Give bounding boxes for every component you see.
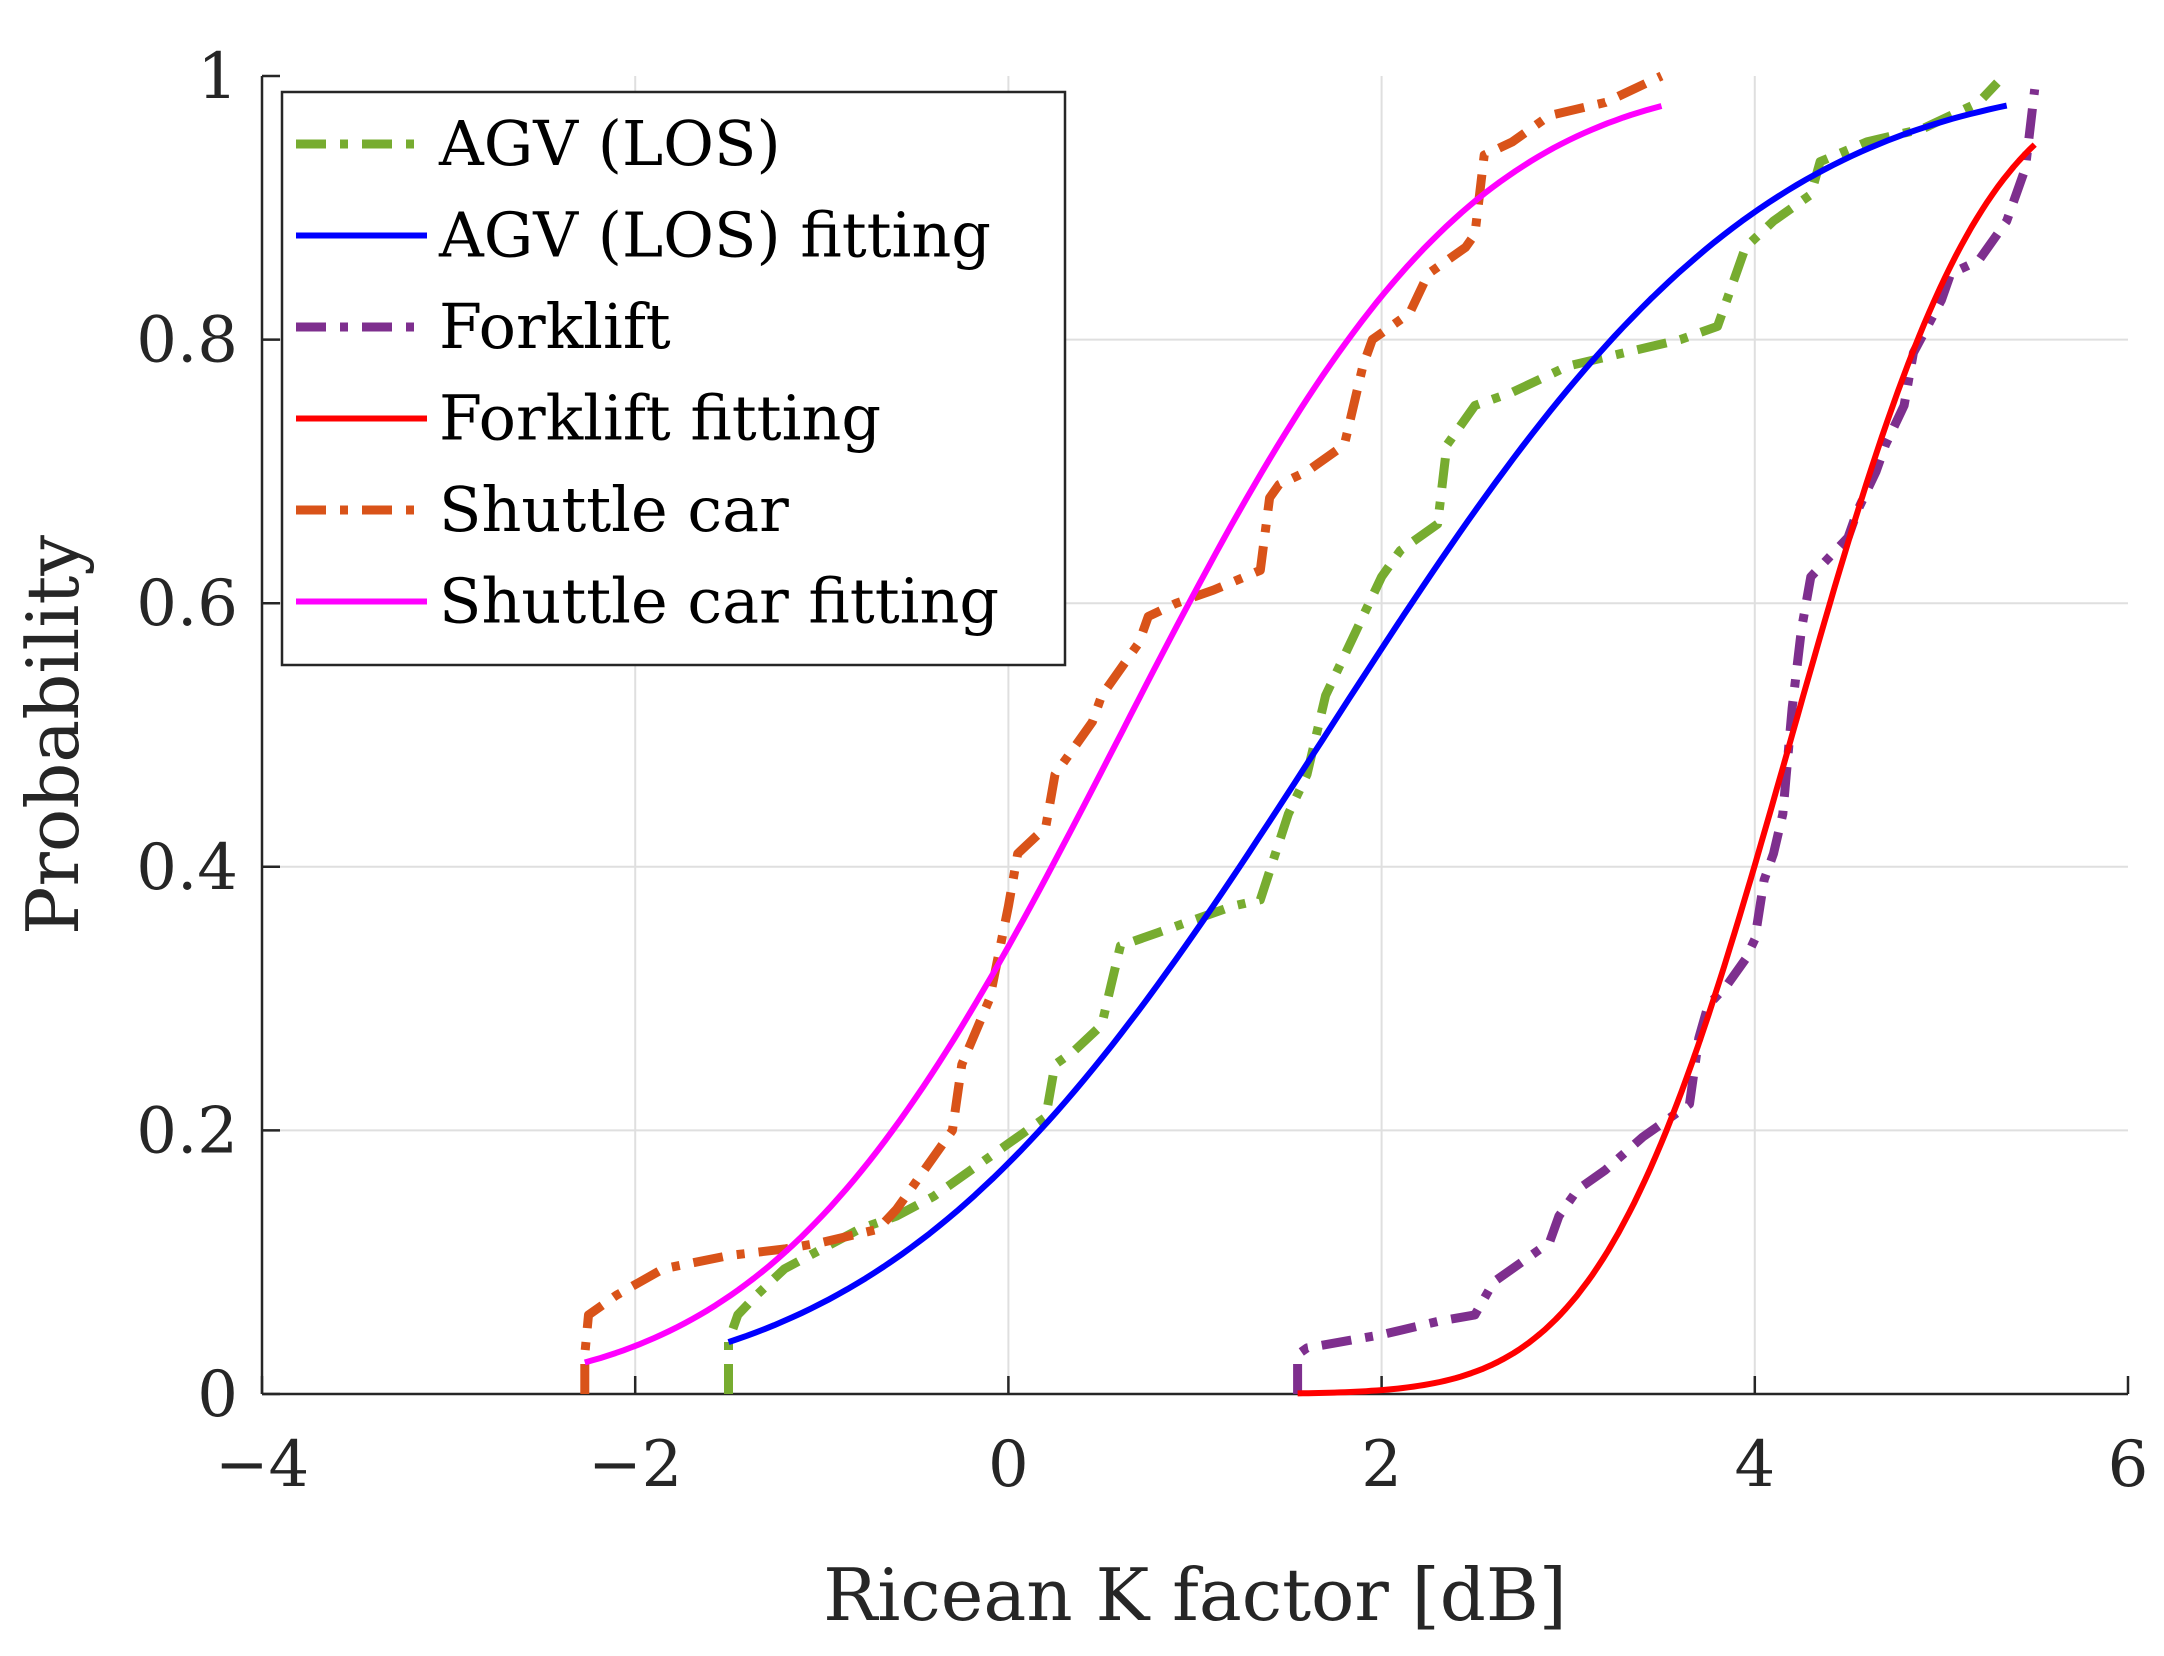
plot-series <box>580 71 2040 1397</box>
y-tick-label: 0.4 <box>136 831 238 905</box>
legend-box <box>280 90 1067 667</box>
legend-label: Forklift <box>439 290 671 363</box>
x-tick-label: 4 <box>1734 1428 1775 1502</box>
x-axis-label: Ricean K factor [dB] <box>823 1553 1567 1637</box>
series-line-agv-los-fitting <box>727 102 2008 1345</box>
y-tick-label: 0.2 <box>136 1094 238 1168</box>
legend: AGV (LOS) AGV (LOS) fitting Forklift Forkli… <box>280 90 1067 667</box>
x-tick-label: −2 <box>588 1428 682 1502</box>
y-tick-label: 0 <box>197 1358 238 1432</box>
x-tick-label: 6 <box>2108 1428 2149 1502</box>
y-axis-label: Probability <box>11 535 95 935</box>
axes <box>260 74 2130 1396</box>
series-line-agv-los <box>724 79 2001 1394</box>
tick-labels: −4 −2 0 2 4 6 0 0.2 0.4 0.6 0.8 1 <box>136 40 2148 1502</box>
x-tick-label: 2 <box>1361 1428 1402 1502</box>
y-tick-label: 0.6 <box>136 567 238 641</box>
series-line-forklift-fitting <box>1297 142 2037 1397</box>
series-line-shuttle-car-fitting <box>583 103 1663 1366</box>
y-tick-label: 1 <box>197 40 238 114</box>
legend-label: AGV (LOS) fitting <box>438 199 991 272</box>
legend-label: Shuttle car fitting <box>439 565 999 638</box>
legend-label: Forklift fitting <box>439 382 881 455</box>
x-tick-label: −4 <box>215 1428 309 1502</box>
y-tick-label: 0.8 <box>136 304 238 378</box>
legend-label: AGV (LOS) <box>438 107 781 180</box>
x-tick-label: 0 <box>988 1428 1029 1502</box>
legend-label: Shuttle car <box>439 473 789 546</box>
